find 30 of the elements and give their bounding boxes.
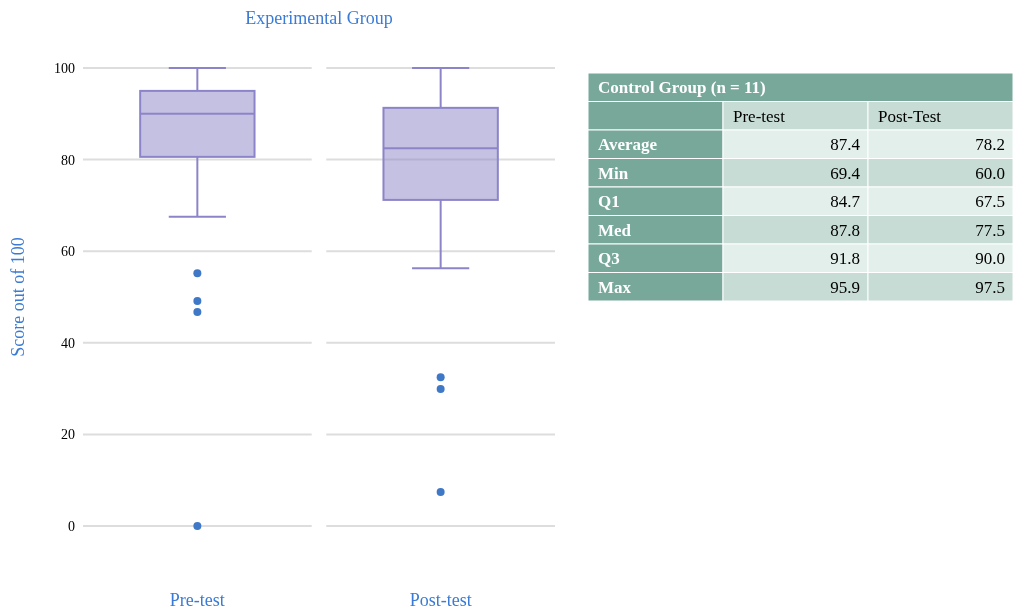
text: 87.8 bbox=[830, 220, 860, 240]
y-tick-label: 100 bbox=[54, 60, 75, 76]
y-tick-label: 60 bbox=[61, 244, 75, 260]
category-label: Post-Test bbox=[878, 106, 942, 126]
y-tick-label: 40 bbox=[61, 335, 75, 351]
category-label: Pre-test bbox=[733, 106, 786, 126]
category-label: Q3 bbox=[598, 249, 620, 269]
text: 84.7 bbox=[830, 192, 860, 212]
text: 78.2 bbox=[975, 135, 1005, 155]
text: Control Group (n = 11) bbox=[598, 78, 766, 98]
text: 91.8 bbox=[830, 249, 860, 269]
x-tick-label: Post-test bbox=[409, 590, 472, 610]
text: 90.0 bbox=[975, 249, 1005, 269]
text: 67.5 bbox=[975, 192, 1005, 212]
category-label: Min bbox=[598, 163, 629, 183]
category-label: Q1 bbox=[598, 192, 620, 212]
y-axis-title: Score out of 100 bbox=[8, 237, 28, 357]
text: 77.5 bbox=[975, 220, 1005, 240]
chart-title: Experimental Group bbox=[245, 8, 393, 28]
category-label: Med bbox=[598, 220, 632, 240]
text: 60.0 bbox=[975, 163, 1005, 183]
category-label: Max bbox=[598, 277, 632, 297]
text: 95.9 bbox=[830, 277, 860, 297]
text: 97.5 bbox=[975, 277, 1005, 297]
y-tick-label: 80 bbox=[61, 152, 75, 168]
text: 87.4 bbox=[830, 135, 860, 155]
text: 69.4 bbox=[830, 163, 860, 183]
y-tick-label: 20 bbox=[61, 427, 75, 443]
y-tick-label: 0 bbox=[68, 518, 75, 534]
category-label: Average bbox=[598, 135, 658, 155]
